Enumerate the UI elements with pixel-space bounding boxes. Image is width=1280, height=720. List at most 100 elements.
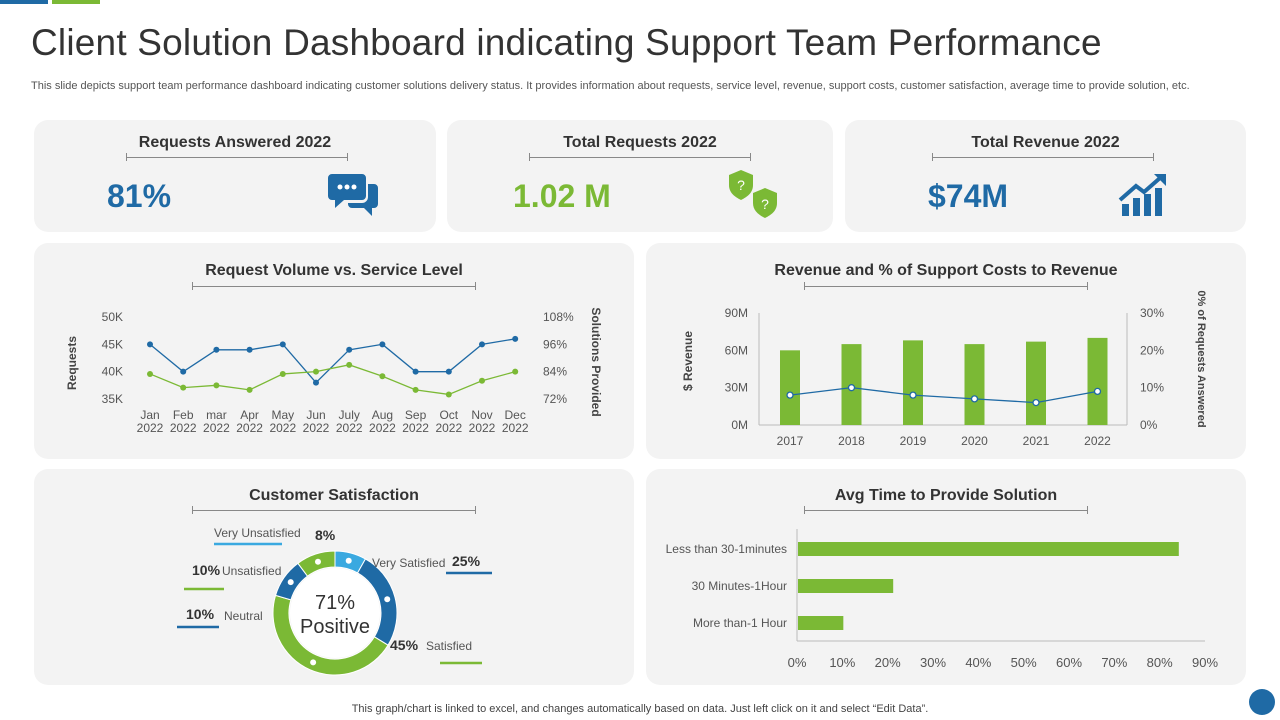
data-point [346,361,353,368]
data-point [180,368,187,375]
y-right-tick-label: 72% [543,392,567,406]
kpi-card-requests-answered[interactable]: Requests Answered 2022 81% [34,120,436,232]
kpi-value: $74M [928,178,1009,214]
x-tick-label: 70% [1101,655,1127,670]
revenue-bar [903,340,923,425]
avg-time-card[interactable]: Avg Time to Provide Solution 0% 10% 20% 30%… [646,469,1246,685]
chart-title: Customer Satisfaction [249,487,419,504]
avg-time-bar [798,579,894,593]
x-tick-label: 10% [829,655,855,670]
series-line-solutions [149,364,516,396]
x-tick-label: 2020 [961,434,988,448]
request-volume-chart[interactable]: 35K 40K 45K 50K 72% 84% 96% 108% Requests Solutio… [34,243,634,459]
growth-chart-icon [1118,174,1166,216]
request-volume-card[interactable]: Request Volume vs. Service Level 35K 40K 4… [34,243,634,459]
svg-text:?: ? [737,177,745,193]
title-bracket [192,279,476,290]
slice-value: 10% [186,606,215,622]
title-bracket [804,503,1088,514]
y-axis-label: Requests [65,336,79,390]
y-tick-label: 30M [725,381,748,395]
revenue-bar [1087,337,1108,425]
x-tick-year: 2022 [236,421,263,435]
avg-time-bar [798,542,1179,556]
series-line-percent [789,387,1098,404]
x-tick-year: 2022 [137,421,164,435]
data-point [213,382,220,389]
data-point [412,368,419,375]
slice-marker [287,579,294,586]
y-right-axis-label: 0% of Requests Answered [1195,290,1207,427]
footer-note: This graph/chart is linked to excel, and… [351,703,929,715]
y-tick-label: 60M [725,343,748,357]
x-tick-year: 2022 [435,421,462,435]
customer-satisfaction-chart[interactable]: 71%Positive Very Unsatisfied 8% Very Satisf… [34,469,634,685]
x-tick-label: 90% [1192,655,1218,670]
x-tick-month: Oct [439,408,458,422]
kpi-card-total-revenue[interactable]: Total Revenue 2022 $74M [845,120,1246,232]
x-tick-month: mar [206,408,227,422]
kpi-card-total-requests[interactable]: Total Requests 2022 1.02 M ? ? [447,120,833,232]
y-axis-label: $ Revenue [681,331,695,391]
x-tick-label: 40% [965,655,991,670]
data-point [445,368,452,375]
data-point [1093,387,1102,396]
x-tick-year: 2022 [336,421,363,435]
x-tick-month: Dec [505,408,526,422]
slice-value: 10% [192,562,221,578]
data-point [379,341,386,348]
avg-time-chart[interactable]: 0% 10% 20% 30% 40% 50% 60% 70% 80% 90% Less than 3… [646,469,1246,685]
x-tick-label: 60% [1056,655,1082,670]
kpi-title: Total Requests 2022 [563,134,717,151]
data-point [909,391,917,399]
y-right-axis-label: Solutions Provided [589,307,603,416]
y-category-label: 30 Minutes-1Hour [692,579,787,593]
question-shields-icon: ? ? [729,170,777,218]
slice-label: Satisfied [426,639,472,653]
y-tick-label: 45K [102,337,123,351]
slice-label: Unsatisfied [222,564,281,578]
x-tick-month: Jun [306,408,325,422]
data-point [346,346,353,353]
series-line-requests [149,338,516,384]
data-point [847,384,856,392]
x-tick-label: 0% [788,655,807,670]
data-point [147,341,153,348]
slice-label: Very Satisfied [372,556,445,570]
x-tick-month: Jan [140,408,159,422]
y-right-tick-label: 20% [1140,343,1164,357]
data-point [479,377,485,384]
x-tick-month: Sep [405,408,427,422]
chart-title: Request Volume vs. Service Level [205,262,463,279]
donut-center-value: 71% [315,592,355,614]
customer-satisfaction-card[interactable]: Customer Satisfaction 71% Positive Very Un… [34,469,634,685]
data-point [313,379,319,386]
revenue-chart[interactable]: 0M 30M 60M 90M 0% 10% 20% 30% $ Revenue 0% of Req… [646,243,1246,459]
data-point [246,346,253,353]
data-point [379,373,386,380]
y-tick-label: 50K [102,310,123,324]
x-tick-year: 2022 [469,421,496,435]
revenue-bar [964,344,985,425]
y-right-tick-label: 96% [543,337,567,351]
revenue-bar [780,350,800,425]
data-point [512,368,519,375]
title-bracket [192,503,476,514]
slice-value: 8% [315,527,336,543]
slice-marker [384,596,391,603]
x-tick-label: 2017 [777,434,804,448]
data-point [445,391,452,398]
data-point [479,341,485,348]
y-tick-label: 40K [102,365,123,379]
x-tick-label: 2018 [838,434,865,448]
data-point [970,395,979,403]
data-point [147,370,153,377]
x-tick-year: 2022 [369,421,396,435]
data-point [246,386,253,393]
x-tick-month: Feb [173,408,194,422]
revenue-card[interactable]: Revenue and % of Support Costs to Revenu… [646,243,1246,459]
x-tick-month: May [271,408,294,422]
data-point [213,346,220,353]
data-point [412,386,419,393]
x-tick-month: Nov [471,408,492,422]
